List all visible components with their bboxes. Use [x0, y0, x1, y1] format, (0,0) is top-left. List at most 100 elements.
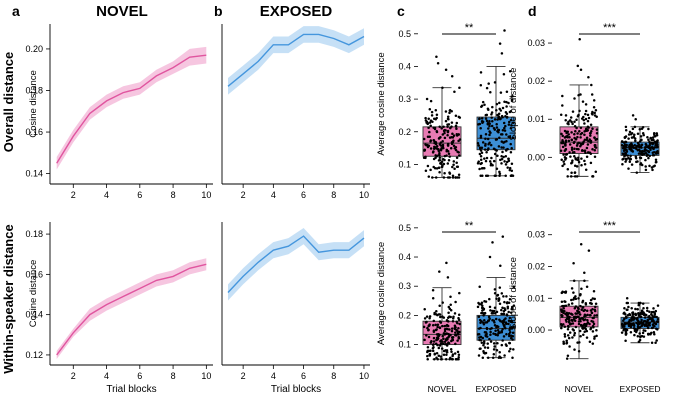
data-point — [501, 312, 505, 316]
data-point — [429, 168, 432, 172]
data-point — [509, 311, 513, 314]
data-point — [642, 323, 646, 326]
data-point — [433, 352, 437, 356]
data-point — [479, 126, 482, 130]
data-point — [457, 337, 461, 340]
data-point — [496, 118, 499, 121]
data-point — [576, 315, 579, 319]
chart-top-slope: 0.00 0.01 0.02 0.03 Slope of distance *** — [508, 22, 660, 178]
data-point — [479, 71, 483, 74]
data-point — [491, 309, 494, 313]
data-point — [655, 145, 658, 149]
data-point — [585, 309, 589, 312]
y-tick-label: 0.01 — [527, 293, 545, 303]
data-point — [652, 153, 656, 157]
data-point — [492, 342, 496, 345]
data-point — [493, 306, 497, 309]
data-point — [505, 160, 509, 164]
data-point — [448, 176, 451, 179]
data-point — [493, 345, 496, 348]
data-point — [563, 136, 567, 139]
data-point — [501, 319, 505, 323]
data-point — [500, 146, 503, 149]
data-point — [448, 155, 451, 158]
data-point — [431, 297, 435, 300]
data-point — [625, 322, 629, 325]
data-point — [446, 316, 450, 320]
data-point — [573, 319, 577, 323]
data-point — [436, 147, 440, 151]
data-point — [479, 339, 483, 342]
data-point — [476, 162, 480, 165]
data-point — [457, 139, 460, 143]
data-point — [563, 291, 566, 294]
data-point — [428, 317, 431, 320]
data-point — [454, 176, 457, 179]
data-point — [454, 333, 457, 337]
data-point — [488, 119, 491, 123]
data-point — [443, 136, 447, 140]
data-point — [639, 335, 642, 339]
data-point — [575, 175, 579, 178]
data-point — [584, 112, 587, 116]
data-point — [648, 164, 651, 168]
data-point — [592, 99, 596, 102]
data-point — [434, 176, 438, 179]
data-point — [496, 154, 499, 157]
data-point — [500, 308, 503, 312]
data-point — [636, 141, 640, 145]
data-point — [510, 162, 514, 165]
data-point — [435, 167, 439, 170]
data-point — [652, 319, 655, 323]
data-point — [437, 159, 441, 162]
data-point — [652, 307, 655, 310]
data-point — [492, 319, 496, 322]
data-point — [633, 329, 637, 333]
data-point — [573, 333, 576, 337]
x-tick-label: 2 — [241, 190, 246, 200]
data-point — [505, 140, 508, 143]
data-point — [504, 317, 507, 320]
data-point — [506, 166, 509, 169]
data-point — [481, 356, 485, 359]
data-point — [428, 121, 432, 124]
data-point — [433, 311, 436, 315]
data-point — [428, 323, 431, 326]
data-point — [578, 313, 582, 316]
data-point — [577, 349, 581, 353]
data-point — [567, 336, 571, 340]
data-point — [636, 323, 640, 326]
data-point — [432, 336, 436, 340]
data-point — [508, 316, 512, 320]
data-point — [577, 141, 581, 145]
data-point — [487, 82, 490, 85]
data-point — [573, 136, 576, 140]
data-point — [510, 305, 514, 309]
data-point — [564, 143, 567, 147]
data-point — [511, 174, 515, 178]
data-point — [446, 123, 449, 126]
data-point — [575, 147, 579, 151]
data-point — [432, 340, 436, 343]
data-point — [427, 335, 431, 339]
data-point — [426, 345, 430, 349]
data-point — [507, 157, 510, 160]
data-point — [483, 148, 487, 151]
data-point — [451, 174, 455, 177]
data-point — [564, 304, 568, 307]
data-point — [422, 325, 426, 329]
data-point — [655, 151, 658, 154]
data-point — [571, 110, 575, 113]
data-point — [573, 132, 576, 136]
data-point — [451, 165, 454, 169]
data-point — [647, 150, 650, 153]
data-point — [578, 129, 581, 133]
data-point — [479, 162, 482, 166]
data-point — [511, 136, 515, 140]
data-point — [634, 139, 637, 143]
data-point — [576, 341, 579, 344]
data-point — [434, 342, 438, 345]
data-point — [645, 313, 648, 317]
chart-top-exposed: 2 4 6 8 10 — [221, 24, 370, 200]
data-point — [454, 331, 457, 334]
